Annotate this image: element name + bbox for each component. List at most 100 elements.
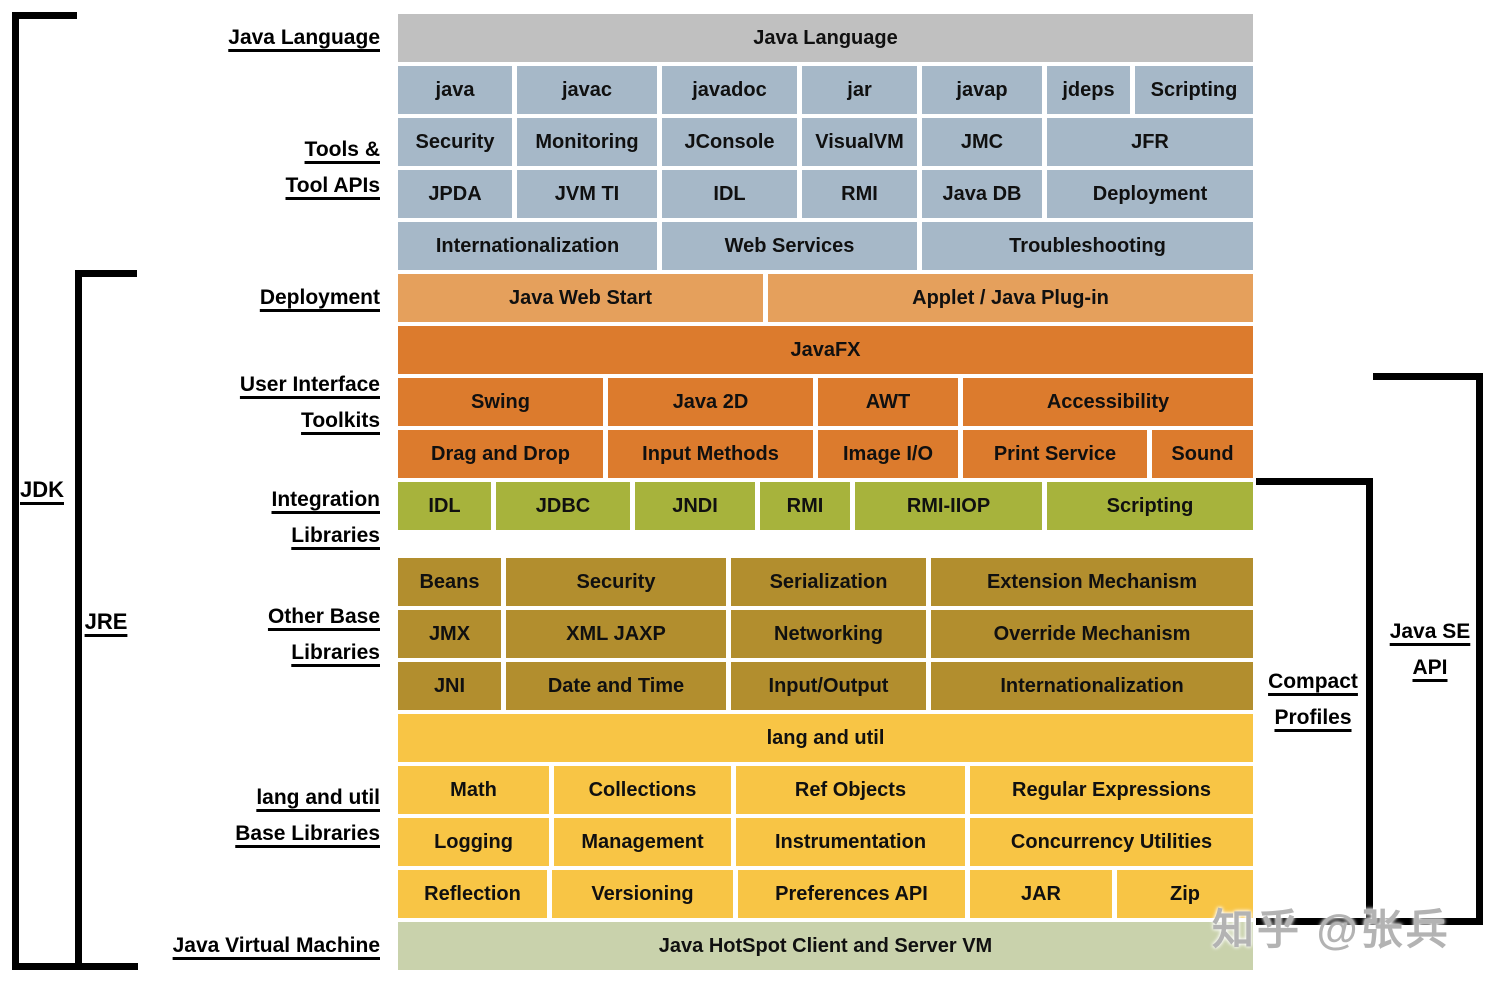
cell-input-methods: Input Methods [608,430,813,478]
cell-rmi-tools: RMI [802,170,917,218]
cell-jmx: JMX [398,610,501,658]
cell-input-output: Input/Output [731,662,926,710]
cell-concurrency-utilities: Concurrency Utilities [970,818,1253,866]
jdk-bracket-top-line [12,12,77,19]
cell-security-tools: Security [398,118,512,166]
compact-profiles-bracket-vertical-line [1366,478,1373,925]
cell-versioning: Versioning [552,870,733,918]
cell-collections: Collections [554,766,731,814]
label-lang-util-base-libraries: lang and util Base Libraries [235,786,380,845]
cell-jar-lang: JAR [970,870,1112,918]
cell-javafx: JavaFX [398,326,1253,374]
cell-javadoc: javadoc [662,66,797,114]
row-tools-1: java javac javadoc jar javap jdeps Scrip… [398,66,1253,114]
cell-rmi-iiop: RMI-IIOP [855,482,1042,530]
cell-jdeps: jdeps [1047,66,1130,114]
row-deployment: Java Web Start Applet / Java Plug-in [398,274,1253,322]
cell-java-hotspot-vm: Java HotSpot Client and Server VM [398,922,1253,970]
row-lang-and-util: lang and util [398,714,1253,762]
jdk-bracket-vertical-line [12,12,19,970]
cell-jdbc: JDBC [496,482,630,530]
cell-java-db: Java DB [922,170,1042,218]
cell-scripting-tools: Scripting [1135,66,1253,114]
row-lang-util-1: Math Collections Ref Objects Regular Exp… [398,766,1253,814]
cell-preferences-api: Preferences API [738,870,965,918]
label-deployment: Deployment [259,286,380,309]
cell-logging: Logging [398,818,549,866]
cell-print-service: Print Service [963,430,1147,478]
cell-internationalization-tools: Internationalization [398,222,657,270]
cell-swing: Swing [398,378,603,426]
cell-xml-jaxp: XML JAXP [506,610,726,658]
cell-awt: AWT [818,378,958,426]
cell-internationalization-base: Internationalization [931,662,1253,710]
cell-networking: Networking [731,610,926,658]
cell-idl-tools: IDL [662,170,797,218]
cell-scripting-integration: Scripting [1047,482,1253,530]
label-integration-libraries: Integration Libraries [271,488,381,547]
cell-date-and-time: Date and Time [506,662,726,710]
cell-lang-and-util: lang and util [398,714,1253,762]
row-tools-3: JPDA JVM TI IDL RMI Java DB Deployment [398,170,1253,218]
cell-math: Math [398,766,549,814]
cell-visualvm: VisualVM [802,118,917,166]
compact-profiles-bracket-top-line [1256,478,1373,485]
row-lang-util-2: Logging Management Instrumentation Concu… [398,818,1253,866]
label-other-base-libraries: Other Base Libraries [267,605,380,664]
cell-java-2d: Java 2D [608,378,813,426]
cell-accessibility: Accessibility [963,378,1253,426]
cell-serialization: Serialization [731,558,926,606]
cell-zip: Zip [1117,870,1253,918]
right-brackets-bottom-line [1256,918,1483,925]
cell-applet-java-plugin: Applet / Java Plug-in [768,274,1253,322]
cell-javac: javac [517,66,657,114]
cell-beans: Beans [398,558,501,606]
cell-jpda: JPDA [398,170,512,218]
cell-jni: JNI [398,662,501,710]
cell-override-mechanism: Override Mechanism [931,610,1253,658]
cell-monitoring: Monitoring [517,118,657,166]
cell-management: Management [554,818,731,866]
row-other-base-3: JNI Date and Time Input/Output Internati… [398,662,1253,710]
label-java-virtual-machine: Java Virtual Machine [172,934,380,957]
label-jdk: JDK [19,477,64,502]
row-other-base-2: JMX XML JAXP Networking Override Mechani… [398,610,1253,658]
jdk-jre-bracket-bottom-line [12,963,138,970]
label-jre: JRE [84,609,128,634]
row-javafx: JavaFX [398,326,1253,374]
label-java-language: Java Language [228,26,380,49]
cell-deployment-tools: Deployment [1047,170,1253,218]
row-ui-toolkits-1: Swing Java 2D AWT Accessibility [398,378,1253,426]
row-tools-4: Internationalization Web Services Troubl… [398,222,1253,270]
label-tools-and-tool-apis: Tools & Tool APIs [285,138,381,197]
cell-image-io: Image I/O [818,430,958,478]
cell-reflection: Reflection [398,870,547,918]
row-tools-2: Security Monitoring JConsole VisualVM JM… [398,118,1253,166]
label-compact-profiles: Compact Profiles [1268,670,1358,729]
row-java-language: Java Language [398,14,1253,62]
cell-java-language: Java Language [398,14,1253,62]
row-ui-toolkits-2: Drag and Drop Input Methods Image I/O Pr… [398,430,1253,478]
cell-jvm-ti: JVM TI [517,170,657,218]
row-java-hotspot-vm: Java HotSpot Client and Server VM [398,922,1253,970]
watermark: 知乎 @张兵 [1212,906,1451,953]
cell-idl-integration: IDL [398,482,491,530]
label-java-se-api: Java SE API [1389,620,1471,679]
cell-jndi: JNDI [635,482,755,530]
cell-drag-and-drop: Drag and Drop [398,430,603,478]
cell-instrumentation: Instrumentation [736,818,965,866]
cell-jmc: JMC [922,118,1042,166]
cell-jar: jar [802,66,917,114]
cell-security-base: Security [506,558,726,606]
cell-rmi-integration: RMI [760,482,850,530]
row-lang-util-3: Reflection Versioning Preferences API JA… [398,870,1253,918]
row-integration-libraries: IDL JDBC JNDI RMI RMI-IIOP Scripting [398,482,1253,530]
cell-java-web-start: Java Web Start [398,274,763,322]
row-other-base-1: Beans Security Serialization Extension M… [398,558,1253,606]
java-se-api-bracket-vertical-line [1476,373,1483,925]
cell-javap: javap [922,66,1042,114]
cell-jconsole: JConsole [662,118,797,166]
jre-bracket-top-line [75,270,137,277]
cell-ref-objects: Ref Objects [736,766,965,814]
